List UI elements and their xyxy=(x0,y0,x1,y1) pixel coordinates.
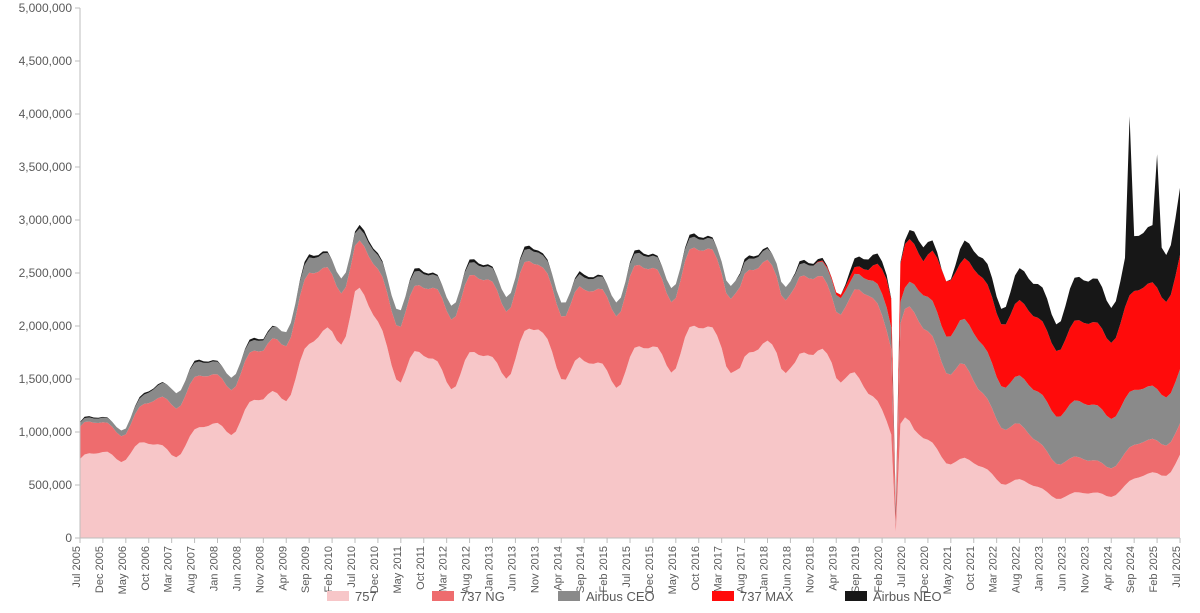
x-tick-label: Jun 2013 xyxy=(506,546,518,591)
x-tick-label: Jan 2018 xyxy=(759,546,771,591)
y-tick-label: 0 xyxy=(65,531,72,545)
y-tick-label: 1,000,000 xyxy=(19,425,73,439)
x-tick-label: Jan 2013 xyxy=(484,546,496,591)
x-tick-label: Sep 2009 xyxy=(300,546,312,593)
y-tick-label: 4,000,000 xyxy=(19,107,73,121)
x-tick-label: Apr 2019 xyxy=(827,546,839,591)
y-tick-label: 2,000,000 xyxy=(19,319,73,333)
x-tick-label: Mar 2007 xyxy=(163,546,175,592)
x-tick-label: Oct 2011 xyxy=(415,546,427,590)
x-tick-label: Dec 2015 xyxy=(644,546,656,593)
x-tick-label: Apr 2009 xyxy=(277,546,289,591)
x-tick-label: Apr 2014 xyxy=(552,546,564,591)
legend-label: 737 MAX xyxy=(740,589,794,604)
x-tick-label: Dec 2010 xyxy=(369,546,381,593)
x-tick-label: Jul 2020 xyxy=(896,546,908,588)
legend-label: 757 xyxy=(355,589,377,604)
x-tick-label: Jul 2025 xyxy=(1171,546,1183,588)
legend-swatch xyxy=(558,591,580,601)
x-tick-label: Mar 2017 xyxy=(713,546,725,592)
legend: 757 737 NG Airbus CEO 737 MAX Airbus NEO xyxy=(327,589,942,604)
x-tick-label: May 2011 xyxy=(392,546,404,594)
legend-swatch xyxy=(712,591,734,601)
x-tick-label: May 2006 xyxy=(117,546,129,594)
x-tick-label: Aug 2022 xyxy=(1011,546,1023,593)
y-tick-label: 2,500,000 xyxy=(19,266,73,280)
x-tick-label: Nov 2013 xyxy=(529,546,541,593)
x-tick-label: Feb 2015 xyxy=(598,546,610,592)
x-tick-label: Sep 2024 xyxy=(1125,546,1137,593)
x-tick-label: Mar 2022 xyxy=(988,546,1000,592)
x-tick-label: Jul 2010 xyxy=(346,546,358,588)
legend-label: Airbus NEO xyxy=(873,589,942,604)
x-tick-label: Aug 2007 xyxy=(186,546,198,593)
x-tick-label: Mar 2012 xyxy=(438,546,450,592)
x-tick-label: Sep 2014 xyxy=(575,546,587,593)
x-tick-label: Nov 2018 xyxy=(804,546,816,593)
x-tick-label: Jul 2015 xyxy=(621,546,633,588)
x-tick-label: Aug 2017 xyxy=(736,546,748,593)
x-tick-label: Feb 2020 xyxy=(873,546,885,592)
y-tick-label: 4,500,000 xyxy=(19,54,73,68)
x-tick-label: Sep 2019 xyxy=(850,546,862,593)
x-tick-label: Feb 2010 xyxy=(323,546,335,592)
x-tick-label: Apr 2024 xyxy=(1102,546,1114,591)
x-tick-label: Jun 2008 xyxy=(231,546,243,591)
chart-svg: 0 500,000 1,000,000 1,500,000 2,000,000 2,500… xyxy=(0,0,1200,613)
x-tick-label: Dec 2020 xyxy=(919,546,931,593)
x-tick-label: Oct 2016 xyxy=(690,546,702,591)
x-tick-label: Nov 2008 xyxy=(254,546,266,593)
y-tick-label: 500,000 xyxy=(29,478,73,492)
x-tick-label: May 2021 xyxy=(942,546,954,594)
aircraft-stacked-area-chart: 0 500,000 1,000,000 1,500,000 2,000,000 2,500… xyxy=(0,0,1200,613)
x-tick-label: Jun 2018 xyxy=(781,546,793,591)
x-tick-label: Oct 2021 xyxy=(965,546,977,591)
x-tick-label: Nov 2023 xyxy=(1079,546,1091,593)
legend-swatch xyxy=(432,591,454,601)
y-tick-label: 3,500,000 xyxy=(19,160,73,174)
legend-swatch xyxy=(845,591,867,601)
x-tick-label: Feb 2025 xyxy=(1148,546,1160,592)
x-tick-label: Jun 2023 xyxy=(1056,546,1068,591)
plot-areas xyxy=(80,116,1180,538)
x-tick-label: Jul 2005 xyxy=(71,546,83,588)
y-tick-label: 1,500,000 xyxy=(19,372,73,386)
x-tick-label: Jan 2008 xyxy=(209,546,221,591)
x-tick-label: Oct 2006 xyxy=(140,546,152,591)
y-tick-label: 3,000,000 xyxy=(19,213,73,227)
legend-label: Airbus CEO xyxy=(586,589,655,604)
x-tick-label: Dec 2005 xyxy=(94,546,106,593)
x-tick-label: Aug 2012 xyxy=(461,546,473,593)
x-tick-label: May 2016 xyxy=(667,546,679,594)
x-tick-label: Jan 2023 xyxy=(1034,546,1046,591)
legend-label: 737 NG xyxy=(460,589,505,604)
y-tick-label: 5,000,000 xyxy=(19,1,73,15)
legend-swatch xyxy=(327,591,349,601)
